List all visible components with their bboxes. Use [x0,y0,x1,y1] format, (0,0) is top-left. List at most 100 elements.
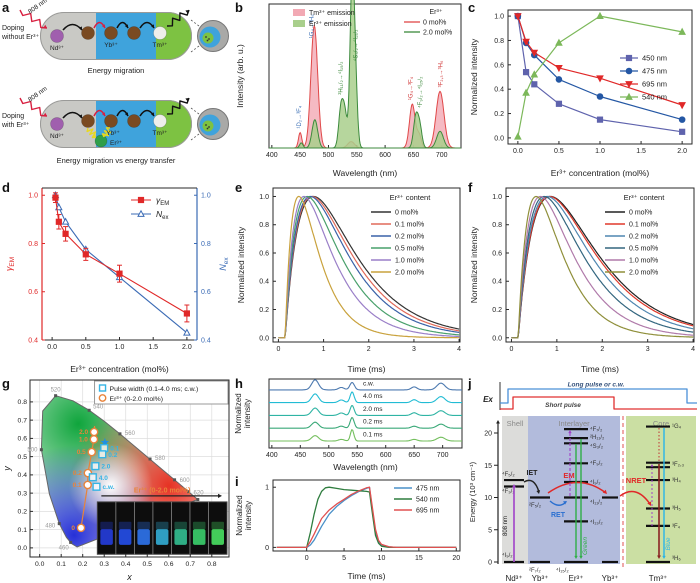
panel-d-canvas: 0.0 0.5 1.0 1.5 2.0 0.4 0.4 0.6 0.6 0.8 0.8 1.0 1.0 E… [4,187,230,374]
panel-g-canvas: 520540560580600620700500480460Er³⁺ (0-2.… [2,379,230,582]
y-tick-label: 0.0 [259,335,269,342]
x-tick-label: 1.5 [636,148,646,155]
yb-ion [81,26,95,40]
panel-e: e 0 1 2 3 4 0.0 0.2 0.4 0.6 0.8 1.0 Time (ms) Normal… [233,180,466,376]
cuvette-glow-top [192,521,206,530]
x-tick-label: 0.6 [164,561,174,568]
locus-label: 540 [93,404,104,410]
trace-0.2 ms [269,417,462,429]
arrowhead [185,10,189,14]
y-axis-title: y [2,466,12,472]
level-label: ³F₄ [672,524,681,530]
decay-0.5 mol% [278,195,460,339]
peak-label: ¹G₄→³H₆ [309,14,315,38]
panel-f-canvas: 0 1 2 3 4 0.0 0.2 0.4 0.6 0.8 1.0 Time (ms) Normaliz… [469,187,695,374]
level-label: ⁴S₃/₂ [590,443,604,450]
marker-circle [625,67,633,75]
y-axis-title: Normalized intensity [236,226,246,303]
locus-label: 580 [155,456,166,462]
panel-j: j Long pulse or c.w. Short pulse Ex Shell In… [466,376,700,583]
decay-1.0 mol% [278,195,460,339]
x-axis-title: Wavelength (nm) [333,462,398,472]
legend-box [94,380,229,405]
y-tick-label: 0.7 [18,417,28,424]
y-tick-label: 0.6 [492,250,502,257]
arrowhead [496,420,500,424]
x-tick-label: 1.0 [595,148,605,155]
cuvette-glow-top [174,521,187,530]
peak-label: ³F₂,₃→³H₆ [439,60,445,87]
tspan: ex [162,215,168,221]
marker-triangle-up [522,88,530,96]
long-pulse-label: Long pulse or c.w. [568,382,625,389]
marker-circle [678,116,686,123]
star-marker [100,437,110,446]
plot-frame [29,379,230,558]
region-Shell [502,416,528,564]
legend-label: Er³⁺ emission [309,21,352,28]
locus-label: 460 [59,545,70,551]
y-tick-label: 0.8 [492,222,502,229]
er-point-label: 0 [71,525,75,532]
trace-4.0 ms [269,391,462,404]
y-axis-title: Energy (10³ cm⁻¹) [468,461,477,522]
y-axis-title: Intensity (arb. u.) [235,44,245,108]
trace-c.w. [269,379,462,391]
level-label: ⁴F₅/₂ [502,471,515,478]
ex-label: Ex [483,395,493,404]
er-ion [94,134,108,148]
y-tick-label: 0.6 [494,62,504,69]
x-axis-title: Time (ms) [348,571,386,581]
y-tick-label: 0.8 [259,222,269,229]
cuvette-glow [174,529,187,545]
tspan: intensity [243,399,252,428]
ion-label: Er³⁺ [110,140,123,147]
arrowhead [101,24,105,28]
y-tick-label: 1.0 [259,194,269,201]
tspan: γ [4,266,14,271]
y-axis-title: Normalizedintensity [234,393,252,433]
y-tick-label: 0.2 [494,111,504,118]
connector-line [190,45,200,53]
energy-transfer-squiggle [86,127,97,139]
laser-label: 808 nm [27,85,49,103]
decay-0.1 mol% [278,195,460,339]
y-axis-title: Normalized intensity [469,226,479,303]
x-tick-label: 20 [452,555,460,562]
cuvette-glow [155,529,169,545]
panel-d: d 0.0 0.5 1.0 1.5 2.0 0.4 0.4 0.6 0.6 0.8 0.8 1.0 1.… [0,180,233,376]
side-label: without Er³⁺ [1,34,39,41]
cuvette-glow [211,529,224,545]
panel-c-canvas: 0.0 0.5 1.0 1.5 2.0 0.0 0.2 0.4 0.6 0.8 1.0 Er³⁺ co… [469,9,693,178]
x-tick-label: 10 [378,555,386,562]
decay-0 mol% [278,195,460,339]
x-axis-title: Er³⁺ concentration (mol%) [551,168,650,178]
legend-label: Pulse width (0.1-4.0 ms; c.w.) [110,386,199,393]
em-label: EM [563,471,574,480]
legend-label: 2.0 mol% [629,270,658,277]
x-tick-label: 3 [646,346,650,353]
y-tick-label: 0.6 [18,436,28,443]
trace-label: 4.0 ms [363,393,383,400]
trace-2.0 ms [269,404,462,416]
locus-label: 480 [45,524,56,530]
locus-point [187,490,191,494]
panel-c: c 0.0 0.5 1.0 1.5 2.0 0.0 0.2 0.4 0.6 0.8 1.0 Er³⁺ … [466,0,700,180]
yb-ion [81,114,95,128]
x-tick-label: 600 [380,452,392,459]
energy-tick-label: 15 [484,463,492,470]
x-tick-label: 400 [266,452,278,459]
legend-label: 2.0 mol% [395,270,424,277]
panel-label-g: g [2,376,10,391]
marker-triangle-up [61,217,70,225]
legend-label: 540 nm [642,93,667,102]
panel-label-j: j [468,376,472,391]
y-tick-label: 1.0 [201,193,211,200]
x-tick-label: 0 [305,555,309,562]
arrowhead [563,501,567,505]
x-tick-label: 0.0 [35,561,45,568]
trace-label: 0.2 ms [363,419,383,426]
tspan: intensity [244,501,253,530]
y-axis-title: Normalized intensity [469,38,479,115]
arrowhead [647,501,652,506]
